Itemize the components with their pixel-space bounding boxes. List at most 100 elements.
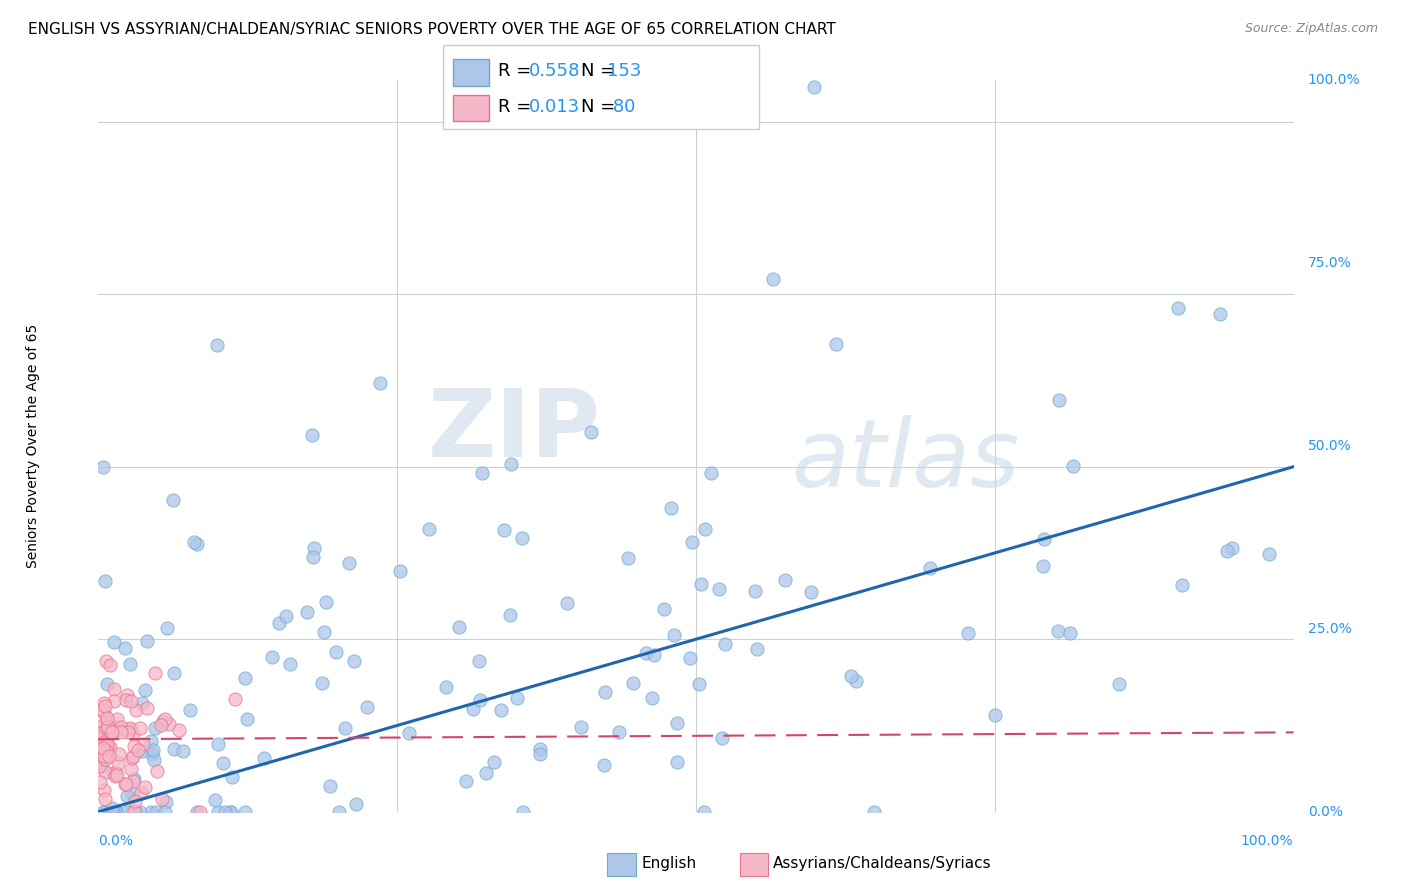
Point: [156, 621, 179, 635]
Text: ZIP: ZIP: [427, 385, 600, 477]
Point: [91, 718, 114, 732]
Point: [388, 564, 411, 578]
Text: 0.0%: 0.0%: [98, 834, 134, 847]
Point: [267, 616, 290, 631]
Point: [121, 751, 143, 765]
Point: [98, 724, 121, 739]
Point: [124, 739, 146, 753]
Point: [337, 556, 360, 570]
Point: [233, 671, 256, 685]
Point: [315, 595, 337, 609]
Point: [155, 795, 177, 809]
Point: [122, 772, 145, 786]
Point: [94, 749, 117, 764]
Text: R =: R =: [498, 62, 537, 80]
Point: [512, 805, 534, 819]
Point: [1171, 578, 1194, 592]
Point: [163, 742, 186, 756]
Point: [93, 782, 115, 797]
Point: [368, 376, 391, 391]
Point: [128, 721, 150, 735]
Point: [127, 743, 149, 757]
Point: [91, 459, 114, 474]
Point: [233, 805, 256, 819]
Point: [692, 805, 714, 819]
Point: [218, 805, 240, 819]
Point: [920, 561, 942, 575]
Point: [98, 716, 121, 731]
Point: [90, 730, 112, 744]
Point: [93, 696, 115, 710]
Point: [98, 657, 121, 672]
Point: [333, 721, 356, 735]
Point: [710, 731, 733, 745]
Text: 75.0%: 75.0%: [1308, 256, 1351, 270]
Point: [157, 717, 180, 731]
Point: [342, 654, 364, 668]
Point: [659, 500, 682, 515]
Point: [295, 605, 318, 619]
Point: [94, 698, 117, 713]
Point: [693, 522, 716, 536]
Point: [96, 714, 118, 729]
Point: [98, 749, 121, 764]
Point: [555, 597, 578, 611]
Point: [96, 737, 118, 751]
Point: [260, 650, 283, 665]
Point: [595, 684, 617, 698]
Text: ENGLISH VS ASSYRIAN/CHALDEAN/SYRIAC SENIORS POVERTY OVER THE AGE OF 65 CORRELATI: ENGLISH VS ASSYRIAN/CHALDEAN/SYRIAC SENI…: [28, 22, 837, 37]
Text: 100.0%: 100.0%: [1241, 834, 1294, 847]
Point: [122, 804, 145, 818]
Point: [621, 676, 644, 690]
Point: [489, 703, 512, 717]
Point: [643, 648, 665, 662]
Point: [132, 737, 155, 751]
Point: [1032, 559, 1054, 574]
Point: [96, 654, 118, 668]
Point: [592, 758, 614, 772]
Point: [956, 626, 979, 640]
Point: [690, 576, 713, 591]
Point: [120, 694, 142, 708]
Point: [1062, 458, 1084, 473]
Point: [207, 805, 229, 819]
Point: [118, 657, 141, 672]
Point: [122, 773, 145, 788]
Point: [167, 723, 190, 737]
Point: [188, 805, 211, 819]
Point: [97, 720, 120, 734]
Point: [131, 696, 153, 710]
Point: [89, 774, 111, 789]
Point: [311, 675, 333, 690]
Text: 0.558: 0.558: [529, 62, 581, 80]
Point: [91, 741, 114, 756]
Point: [146, 764, 169, 778]
Text: R =: R =: [498, 98, 537, 116]
Point: [149, 717, 172, 731]
Point: [652, 602, 675, 616]
Point: [118, 722, 141, 736]
Point: [163, 666, 186, 681]
Point: [449, 620, 471, 634]
Point: [125, 703, 148, 717]
Point: [136, 700, 159, 714]
Point: [221, 770, 243, 784]
Point: [302, 541, 325, 555]
Point: [143, 721, 166, 735]
Point: [1257, 547, 1279, 561]
Point: [1033, 532, 1056, 546]
Point: [172, 743, 194, 757]
Point: [110, 725, 132, 739]
Point: [346, 797, 368, 811]
Point: [845, 673, 868, 688]
Point: [499, 608, 522, 623]
Point: [120, 762, 142, 776]
Point: [235, 713, 257, 727]
Point: [107, 747, 129, 762]
Point: [101, 724, 124, 739]
Point: [841, 668, 863, 682]
Point: [91, 805, 114, 819]
Point: [186, 537, 208, 551]
Point: [100, 805, 122, 819]
Point: [103, 635, 125, 649]
